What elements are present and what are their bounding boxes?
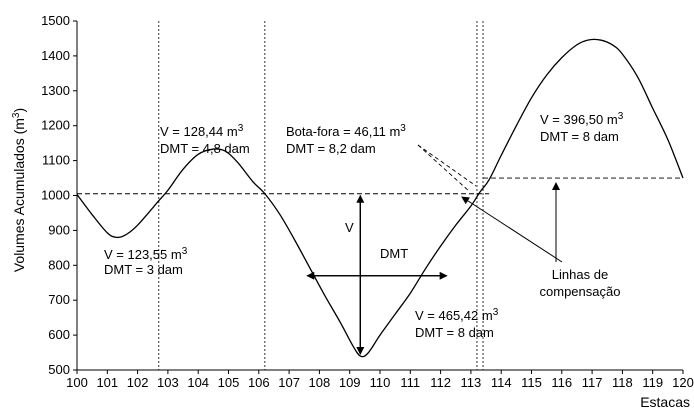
annotation-1-volume: V = 123,55 m3: [104, 246, 188, 262]
bota-fora-leader-1: [417, 144, 477, 187]
compensation-leader-1: [461, 196, 563, 263]
y-tick-label: 700: [48, 292, 70, 307]
x-tick-label: 108: [309, 375, 331, 390]
dmt-measure-label: DMT: [380, 246, 408, 261]
axes: [73, 20, 684, 374]
x-tick-label: 101: [96, 375, 118, 390]
annotation-5-dmt: DMT = 8 dam: [415, 325, 494, 340]
annotation-5-volume: V = 465,42 m3: [415, 307, 499, 323]
bota-fora-leader-2: [417, 144, 471, 193]
x-tick-label: 116: [551, 375, 572, 390]
x-tick-label: 107: [278, 375, 300, 390]
v-measure-label: V: [345, 220, 354, 235]
annotation-2-volume: V = 128,44 m3: [160, 123, 244, 139]
x-tick-label: 120: [672, 375, 694, 390]
x-tick-label: 111: [400, 375, 420, 390]
x-tick-label: 118: [612, 375, 633, 390]
y-tick-label: 1100: [42, 153, 70, 168]
x-tick-label: 105: [218, 375, 240, 390]
y-tick-label: 1200: [41, 118, 70, 133]
measure-arrows: [306, 194, 448, 356]
x-tick-label: 100: [66, 375, 88, 390]
x-tick-label: 109: [339, 375, 361, 390]
annotation-3-volume: Bota-fora = 46,11 m3: [286, 123, 406, 139]
mass-curve-line: [76, 38, 684, 358]
y-tick-label: 900: [48, 222, 70, 237]
compensation-lines-label-1: Linhas de: [552, 267, 608, 282]
y-tick-label: 1500: [41, 13, 70, 28]
x-tick-label: 110: [370, 375, 391, 390]
tick-labels: 100 101 102 103 104 105 106 107 108 109 110 111 112 1…: [41, 13, 694, 390]
x-tick-label: 115: [521, 375, 542, 390]
x-tick-label: 113: [461, 375, 482, 390]
y-tick-label: 1000: [41, 188, 70, 203]
y-axis-title: Volumes Acumulados (m3): [11, 108, 27, 272]
x-axis-title: Estacas: [640, 394, 690, 410]
x-tick-label: 117: [582, 375, 603, 390]
y-tick-label: 1300: [41, 83, 70, 98]
compensation-lines-label-2: compensação: [540, 284, 621, 299]
annotation-3-dmt: DMT = 8,2 dam: [286, 141, 376, 156]
annotation-2-dmt: DMT = 4,8 dam: [160, 141, 250, 156]
annotation-4-volume: V = 396,50 m3: [540, 111, 624, 127]
annotation-1-dmt: DMT = 3 dam: [104, 262, 183, 277]
x-tick-label: 106: [248, 375, 270, 390]
annotation-leader-lines: [417, 144, 563, 263]
x-tick-label: 102: [127, 375, 149, 390]
dashed-reference-lines: [77, 21, 683, 370]
x-tick-label: 103: [157, 375, 179, 390]
annotation-4-dmt: DMT = 8 dam: [540, 129, 619, 144]
y-tick-label: 500: [48, 362, 70, 377]
y-tick-label: 1400: [41, 48, 70, 63]
x-tick-label: 104: [187, 375, 209, 390]
x-tick-label: 114: [491, 375, 512, 390]
x-tick-label: 119: [642, 375, 663, 390]
x-tick-label: 112: [430, 375, 451, 390]
y-tick-label: 800: [48, 257, 70, 272]
y-tick-label: 600: [48, 327, 70, 342]
